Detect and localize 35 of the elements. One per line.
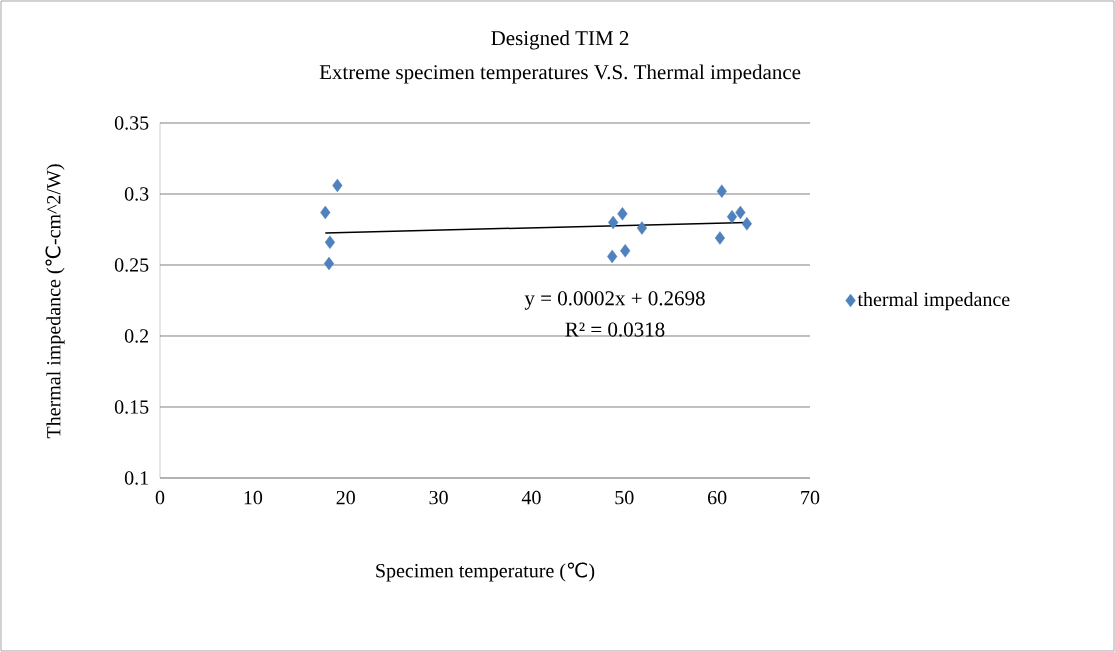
y-tick-label: 0.2 <box>124 329 149 343</box>
point <box>726 210 738 224</box>
annotation: R² = 0.0318 <box>565 322 665 337</box>
x-tick-label: 60 <box>708 490 727 505</box>
point <box>636 221 647 235</box>
point <box>320 205 331 220</box>
x-tick-label: 30 <box>429 490 448 505</box>
chart-subtitle: Extreme specimen temperatures V.S. Thermal impedance <box>319 64 801 84</box>
x-tick-label: 70 <box>801 490 820 505</box>
point <box>323 256 335 271</box>
y-tick-label: 0.35 <box>114 116 149 130</box>
point <box>741 217 752 231</box>
y-tick-label: 0.25 <box>114 258 149 272</box>
y-tick-label: 0.15 <box>114 400 149 414</box>
legend-label: thermal impedance <box>857 292 1010 311</box>
y-tick-label: 0.1 <box>124 471 148 485</box>
x-tick-label: 20 <box>336 490 355 505</box>
point <box>735 205 746 220</box>
x-axis-title: Specimen temperature (℃) <box>376 562 595 582</box>
point <box>716 184 727 198</box>
x-tick-label: 0 <box>155 490 165 505</box>
point <box>607 249 618 264</box>
x-tick-label: 40 <box>521 490 541 505</box>
point <box>617 207 628 221</box>
point <box>620 244 631 258</box>
point <box>332 178 343 193</box>
chart-title: Designed TIM 2 <box>491 30 629 50</box>
annotation: y = 0.0002x + 0.2698 <box>524 291 705 310</box>
x-tick-label: 10 <box>244 490 263 505</box>
point <box>608 215 619 230</box>
y-tick-label: 0.3 <box>124 187 149 201</box>
point <box>714 231 725 245</box>
x-tick-label: 50 <box>615 490 634 505</box>
point <box>324 235 336 249</box>
y-axis-title: Thermal impedance (℃-cm^2/W) <box>45 164 65 439</box>
